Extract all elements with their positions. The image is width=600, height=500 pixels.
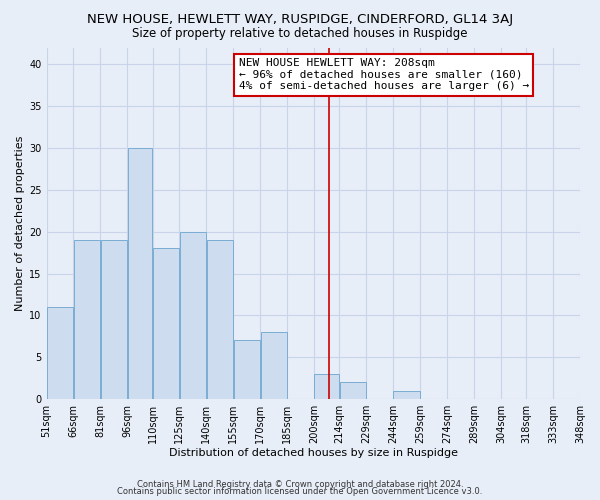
Bar bbox=[233, 340, 260, 399]
Bar bbox=[394, 390, 420, 399]
Bar bbox=[128, 148, 152, 399]
Text: Size of property relative to detached houses in Ruspidge: Size of property relative to detached ho… bbox=[132, 28, 468, 40]
Bar bbox=[180, 232, 206, 399]
Bar bbox=[260, 332, 287, 399]
X-axis label: Distribution of detached houses by size in Ruspidge: Distribution of detached houses by size … bbox=[169, 448, 458, 458]
Text: NEW HOUSE, HEWLETT WAY, RUSPIDGE, CINDERFORD, GL14 3AJ: NEW HOUSE, HEWLETT WAY, RUSPIDGE, CINDER… bbox=[87, 12, 513, 26]
Bar bbox=[47, 307, 73, 399]
Text: Contains public sector information licensed under the Open Government Licence v3: Contains public sector information licen… bbox=[118, 487, 482, 496]
Text: Contains HM Land Registry data © Crown copyright and database right 2024.: Contains HM Land Registry data © Crown c… bbox=[137, 480, 463, 489]
Bar bbox=[153, 248, 179, 399]
Bar bbox=[314, 374, 339, 399]
Bar bbox=[101, 240, 127, 399]
Bar bbox=[74, 240, 100, 399]
Text: NEW HOUSE HEWLETT WAY: 208sqm
← 96% of detached houses are smaller (160)
4% of s: NEW HOUSE HEWLETT WAY: 208sqm ← 96% of d… bbox=[239, 58, 529, 91]
Bar bbox=[206, 240, 233, 399]
Bar bbox=[340, 382, 366, 399]
Y-axis label: Number of detached properties: Number of detached properties bbox=[15, 136, 25, 311]
